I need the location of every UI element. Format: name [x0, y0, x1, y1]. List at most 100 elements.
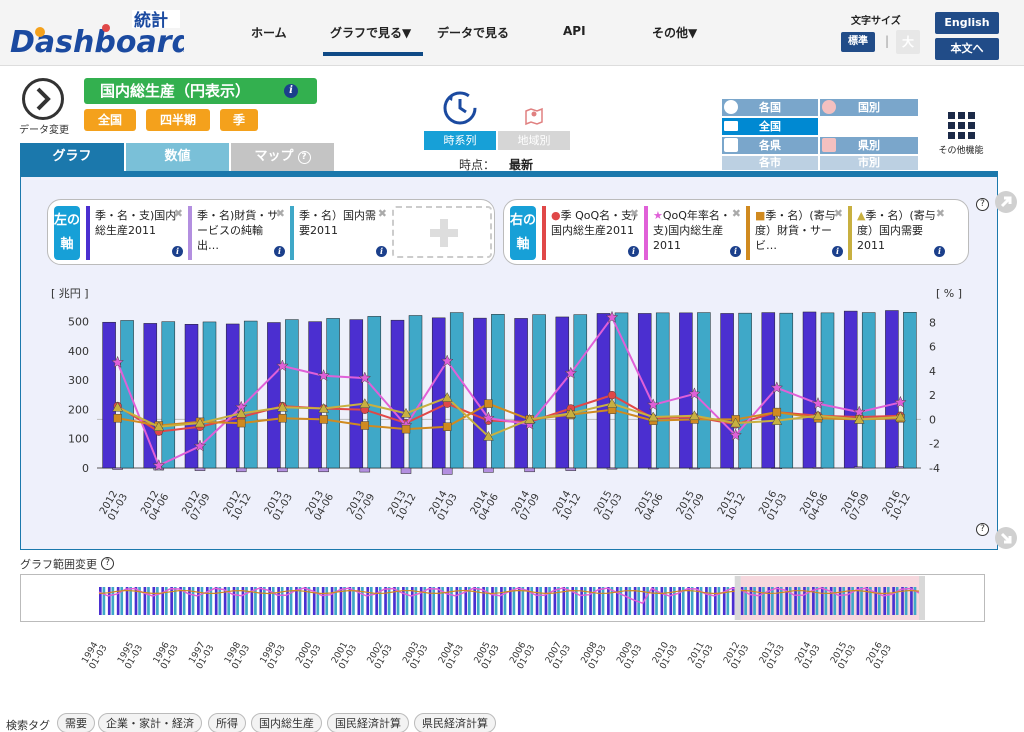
info-icon[interactable]: i: [284, 84, 298, 98]
close-icon[interactable]: ✖: [833, 207, 843, 220]
map-icon[interactable]: [524, 106, 544, 126]
region-prefecture-button[interactable]: 各県: [722, 137, 818, 154]
time-point-value[interactable]: 最新: [509, 158, 534, 172]
help-icon[interactable]: ?: [101, 557, 114, 570]
close-icon[interactable]: ✖: [377, 207, 387, 220]
nav-api[interactable]: API: [563, 24, 586, 38]
region-national-button[interactable]: 全国: [722, 118, 818, 135]
y-left-tick-label: 400: [68, 345, 89, 358]
range-navigator-chart: [98, 576, 925, 620]
series-card-text: 季・名・支)国内総生産2011: [95, 209, 177, 237]
info-icon[interactable]: i: [376, 246, 387, 257]
close-icon[interactable]: ✖: [275, 207, 285, 220]
region-country-button[interactable]: 各国: [722, 99, 818, 116]
region-city-button[interactable]: 各市: [722, 156, 818, 170]
tag-item[interactable]: 県民経済計算: [414, 713, 496, 732]
bar: [408, 315, 423, 469]
range-bar: [423, 587, 427, 615]
series-card[interactable]: 季・名)財貨・サービスの純輸出… ✖ i: [188, 206, 288, 260]
series-card[interactable]: ■季・名）(寄与度）財貨・サービ… ✖ i: [746, 206, 846, 260]
series-card[interactable]: ▲季・名）(寄与度）国内需要2011 ✖ i: [848, 206, 948, 260]
bar: [606, 467, 618, 470]
tag-item[interactable]: 企業・家計・経済: [98, 713, 202, 732]
data-point: [484, 399, 493, 408]
close-icon[interactable]: ✖: [173, 207, 183, 220]
help-icon[interactable]: ?: [976, 198, 989, 211]
data-point: [276, 359, 289, 372]
series-line: [117, 402, 901, 431]
tab-map[interactable]: マップ?: [231, 143, 334, 171]
info-icon[interactable]: i: [172, 246, 183, 257]
range-handle-left: [734, 576, 741, 620]
series-card[interactable]: ●季 QoQ名・支)国内総生産2011 ✖ i: [542, 206, 642, 260]
range-bar: [681, 587, 685, 615]
region-by-prefecture-button[interactable]: 県別: [820, 137, 918, 154]
mode-timeseries-button[interactable]: 時系列: [424, 131, 496, 150]
info-icon[interactable]: i: [274, 246, 285, 257]
mode-region-button[interactable]: 地域別: [498, 131, 570, 150]
filter-area[interactable]: 全国: [84, 109, 136, 131]
change-data-button[interactable]: [22, 78, 64, 120]
english-button[interactable]: English: [935, 12, 999, 34]
tab-values[interactable]: 数値: [126, 143, 229, 171]
other-functions-button[interactable]: その他機能: [935, 112, 987, 156]
range-bar: [767, 587, 771, 615]
bar: [326, 318, 340, 469]
tag-item[interactable]: 所得: [208, 713, 246, 732]
range-bar: [295, 587, 298, 615]
bar: [647, 467, 659, 470]
series-card-text: 季・名）国内需要2011: [299, 209, 376, 237]
range-bar: [188, 587, 191, 615]
tag-item[interactable]: 国民経済計算: [327, 713, 409, 732]
series-card[interactable]: ★QoQ年率名・支)国内総生産2011 ✖ i: [644, 206, 744, 260]
info-icon[interactable]: i: [934, 246, 945, 257]
help-icon[interactable]: ?: [976, 523, 989, 536]
data-point: [894, 395, 907, 408]
bar: [202, 321, 217, 469]
font-size-label: 文字サイズ: [851, 16, 901, 27]
skip-to-content-button[interactable]: 本文へ: [935, 38, 999, 60]
close-icon[interactable]: ✖: [629, 207, 639, 220]
region-by-city-button[interactable]: 市別: [820, 156, 918, 170]
region-selector: 各国 国別 全国 各県 県別 各市 市別: [722, 99, 918, 170]
range-bar: [250, 587, 254, 615]
region-by-city-label: 市別: [858, 156, 880, 169]
bar: [555, 316, 570, 469]
series-card[interactable]: 季・名）国内需要2011 ✖ i: [290, 206, 390, 260]
expand-down-icon[interactable]: [995, 527, 1017, 549]
bar: [194, 467, 206, 471]
logo-kanji: 統計: [134, 10, 168, 31]
nav-home[interactable]: ホーム: [251, 26, 287, 40]
range-bar: [842, 587, 846, 615]
series-card[interactable]: 季・名・支)国内総生産2011 ✖ i: [86, 206, 186, 260]
range-bar: [655, 587, 658, 615]
nav-graph[interactable]: グラフで見る▼: [330, 26, 412, 40]
nav-data[interactable]: データで見る: [437, 26, 510, 40]
dashboard-logo[interactable]: 統計 Dashboard: [8, 8, 184, 58]
range-bar: [325, 587, 329, 615]
filter-adjustment[interactable]: 季: [220, 109, 258, 131]
range-bar: [396, 587, 400, 615]
help-icon[interactable]: ?: [297, 151, 311, 164]
close-icon[interactable]: ✖: [935, 207, 945, 220]
nav-other[interactable]: その他▼: [652, 26, 698, 40]
tag-item[interactable]: 国内総生産: [251, 713, 322, 732]
info-icon[interactable]: i: [730, 246, 741, 257]
range-bar: [829, 587, 833, 615]
expand-up-icon[interactable]: [995, 191, 1017, 213]
range-navigator[interactable]: [20, 574, 985, 622]
clock-icon[interactable]: [442, 90, 478, 126]
range-bar: [348, 587, 352, 615]
japan-flag-icon: [724, 121, 738, 131]
add-series-button[interactable]: [392, 206, 492, 258]
close-icon[interactable]: ✖: [731, 207, 741, 220]
font-size-large-button[interactable]: 大: [896, 30, 920, 54]
font-size-normal-button[interactable]: 標準: [841, 32, 875, 52]
tab-graph[interactable]: グラフ: [20, 143, 124, 171]
tag-item[interactable]: 需要: [57, 713, 95, 732]
info-icon[interactable]: i: [832, 246, 843, 257]
region-by-country-button[interactable]: 国別: [820, 99, 918, 116]
prefecture-icon: [822, 138, 836, 152]
info-icon[interactable]: i: [628, 246, 639, 257]
filter-frequency[interactable]: 四半期: [146, 109, 210, 131]
